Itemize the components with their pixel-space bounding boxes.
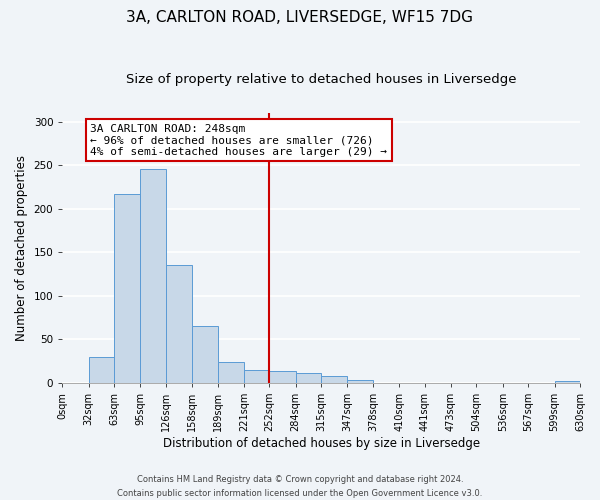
Title: Size of property relative to detached houses in Liversedge: Size of property relative to detached ho… — [126, 72, 517, 86]
Bar — [89, 357, 114, 383]
Bar — [166, 264, 192, 383]
Bar — [114, 194, 140, 383]
Bar — [192, 326, 218, 383]
Bar — [140, 169, 166, 383]
Bar — [321, 376, 347, 383]
Text: 3A CARLTON ROAD: 248sqm
← 96% of detached houses are smaller (726)
4% of semi-de: 3A CARLTON ROAD: 248sqm ← 96% of detache… — [90, 124, 387, 156]
Bar — [554, 381, 580, 383]
Y-axis label: Number of detached properties: Number of detached properties — [15, 155, 28, 341]
Text: Contains HM Land Registry data © Crown copyright and database right 2024.
Contai: Contains HM Land Registry data © Crown c… — [118, 476, 482, 498]
X-axis label: Distribution of detached houses by size in Liversedge: Distribution of detached houses by size … — [163, 437, 480, 450]
Text: 3A, CARLTON ROAD, LIVERSEDGE, WF15 7DG: 3A, CARLTON ROAD, LIVERSEDGE, WF15 7DG — [127, 10, 473, 25]
Bar — [347, 380, 373, 383]
Bar — [218, 362, 244, 383]
Bar — [269, 370, 296, 383]
Bar — [296, 374, 321, 383]
Bar — [244, 370, 269, 383]
